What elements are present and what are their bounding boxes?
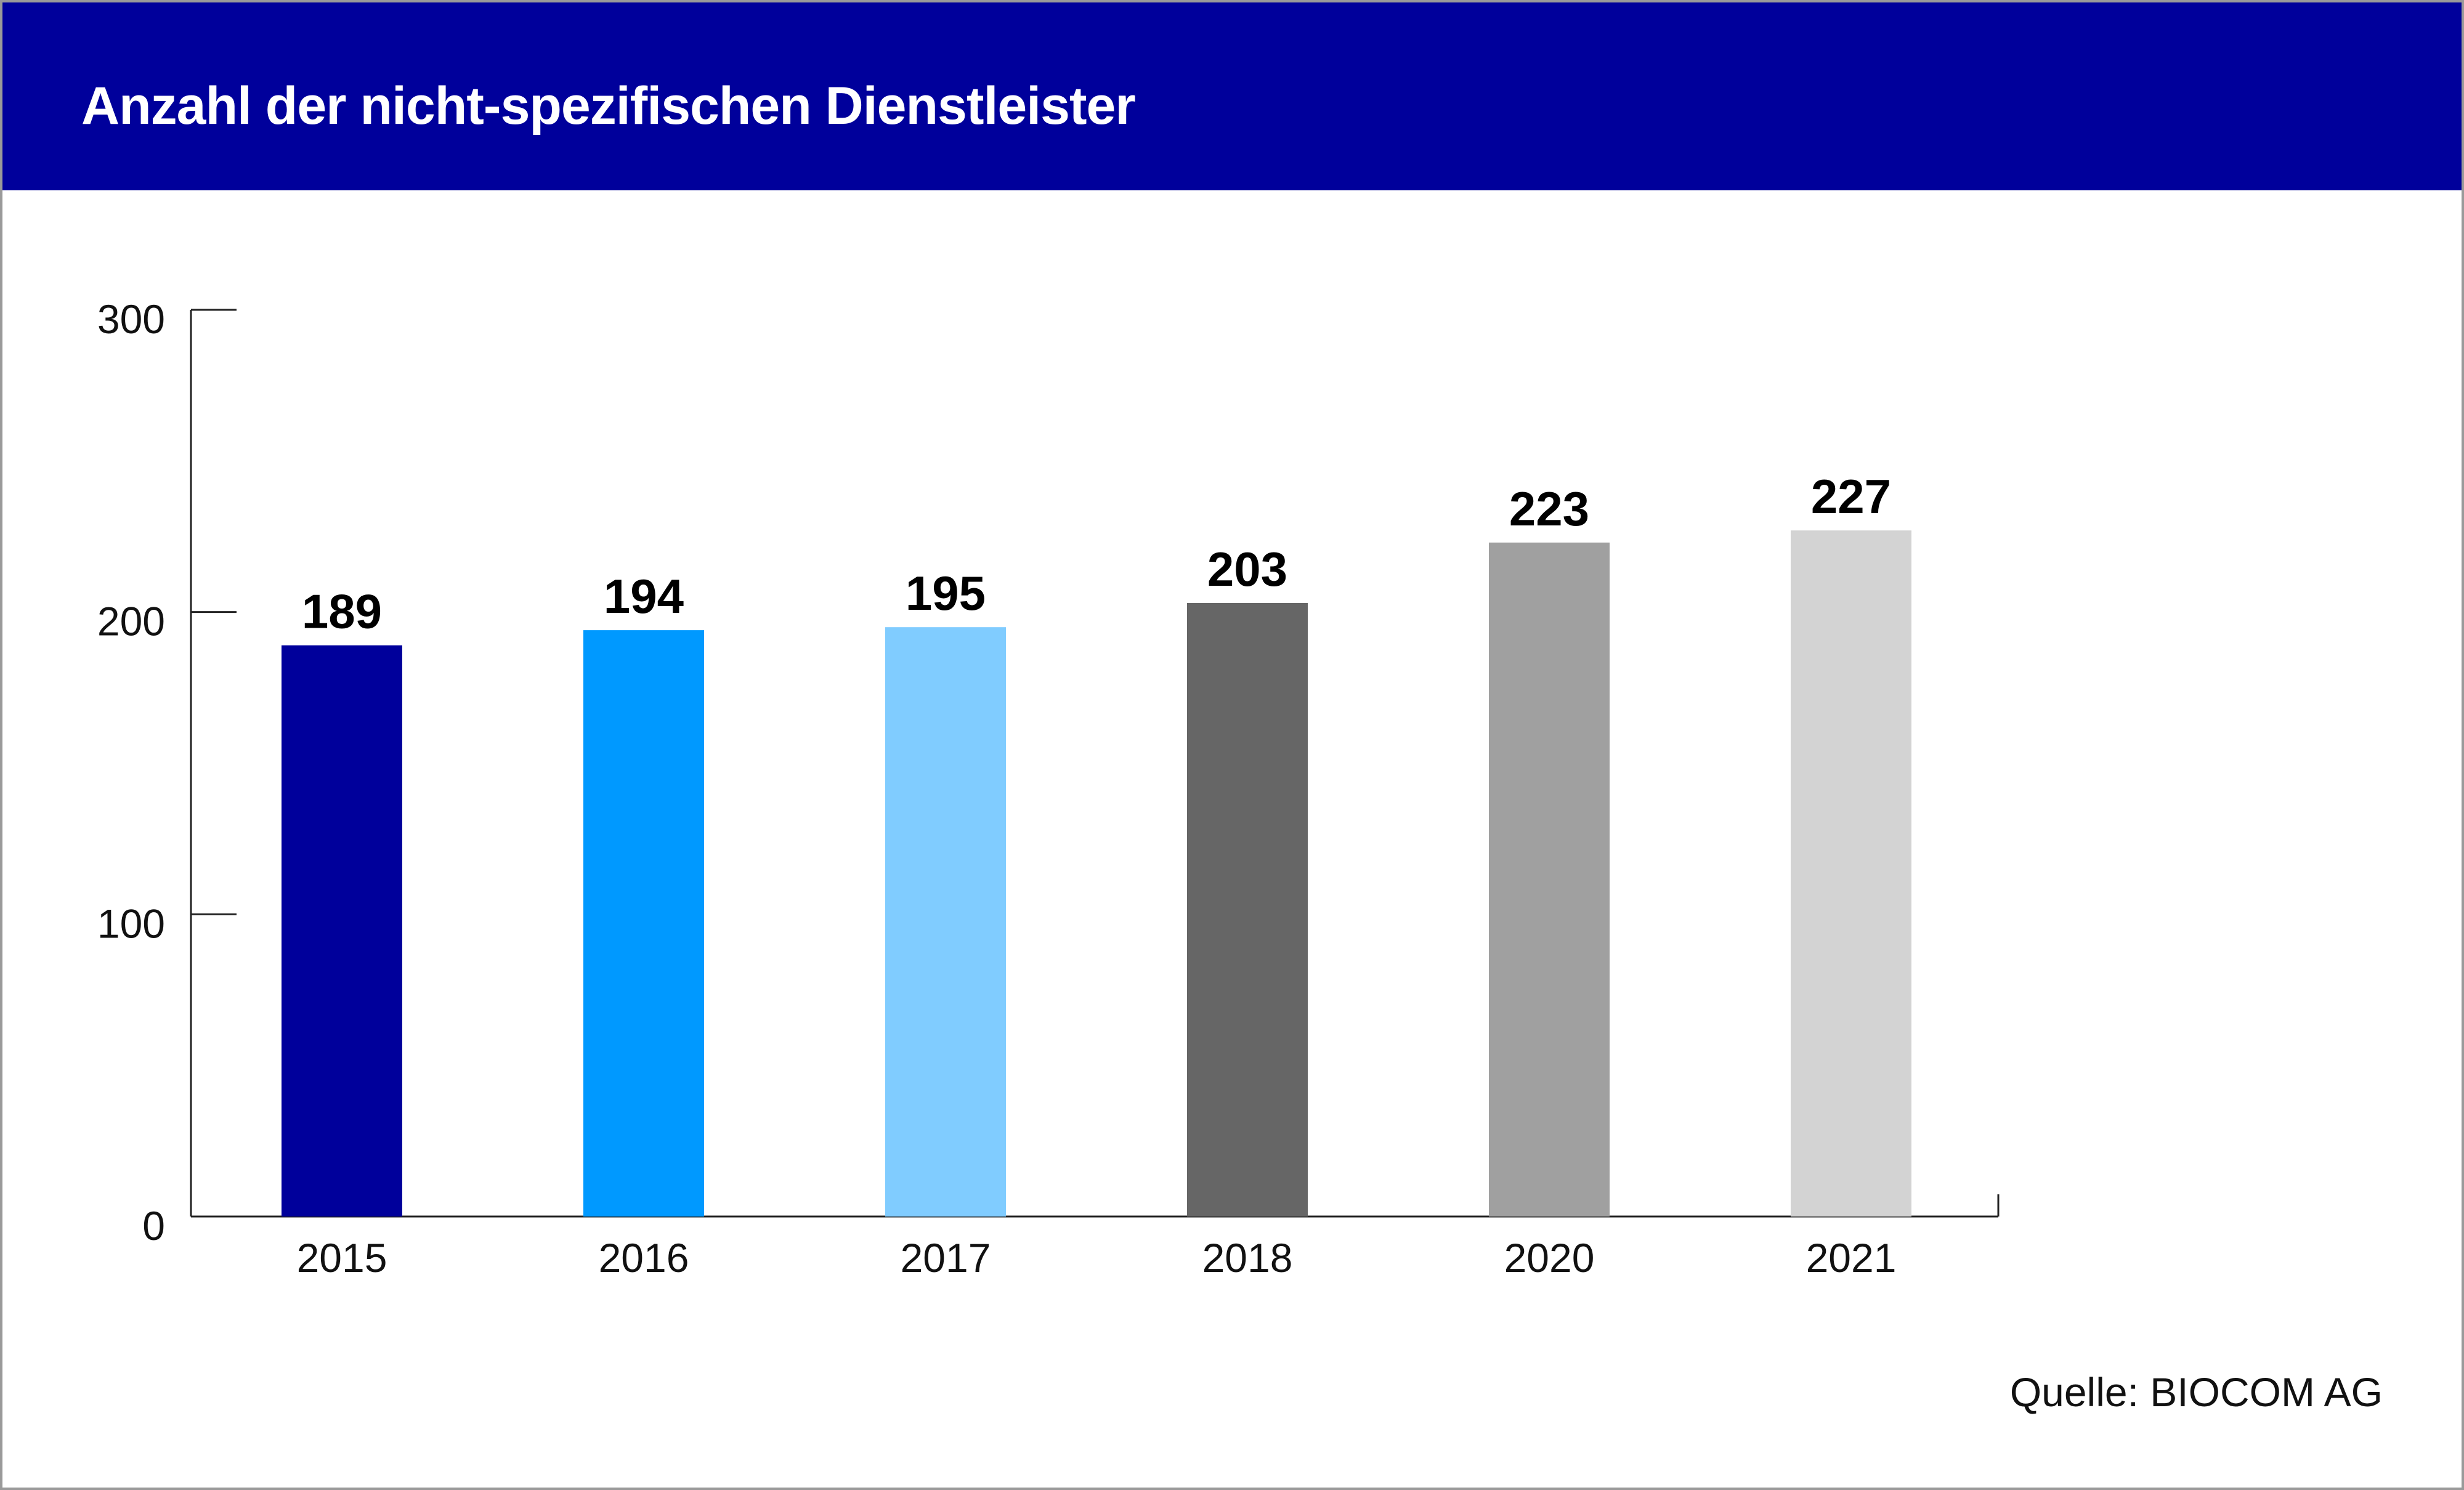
bar (1791, 530, 1911, 1217)
bar (1187, 602, 1308, 1217)
chart-bars (282, 530, 1911, 1217)
bar (885, 627, 1006, 1217)
title-banner: Anzahl der nicht-spezifischen Dienstleis… (2, 2, 2462, 190)
bar (1489, 542, 1610, 1217)
y-tick-label: 300 (97, 296, 165, 342)
chart-title: Anzahl der nicht-spezifischen Dienstleis… (81, 76, 1136, 136)
x-tick-label: 2021 (1806, 1235, 1897, 1281)
y-tick-label: 100 (97, 901, 165, 946)
data-label: 227 (1811, 469, 1891, 524)
x-tick-label: 2020 (1504, 1235, 1595, 1281)
data-label: 189 (302, 585, 382, 639)
data-label: 194 (604, 569, 684, 623)
chart-axes (190, 309, 2000, 1218)
source-note: Quelle: BIOCOM AG (2009, 1369, 2383, 1415)
data-label: 203 (1207, 542, 1287, 596)
bar (583, 630, 704, 1217)
x-tick-label: 2017 (901, 1235, 991, 1281)
x-tick-label: 2018 (1202, 1235, 1293, 1281)
data-label: 223 (1509, 482, 1589, 536)
data-label: 195 (906, 566, 986, 620)
x-tick-label: 2016 (599, 1235, 689, 1281)
chart-labels: 0 100 200 300 189 2015 194 2016 195 2017 203 2018 22… (97, 296, 1897, 1281)
x-tick-label: 2015 (297, 1235, 387, 1281)
y-tick-label: 0 (142, 1203, 165, 1249)
bar (282, 645, 402, 1217)
y-tick-label: 200 (97, 599, 165, 644)
